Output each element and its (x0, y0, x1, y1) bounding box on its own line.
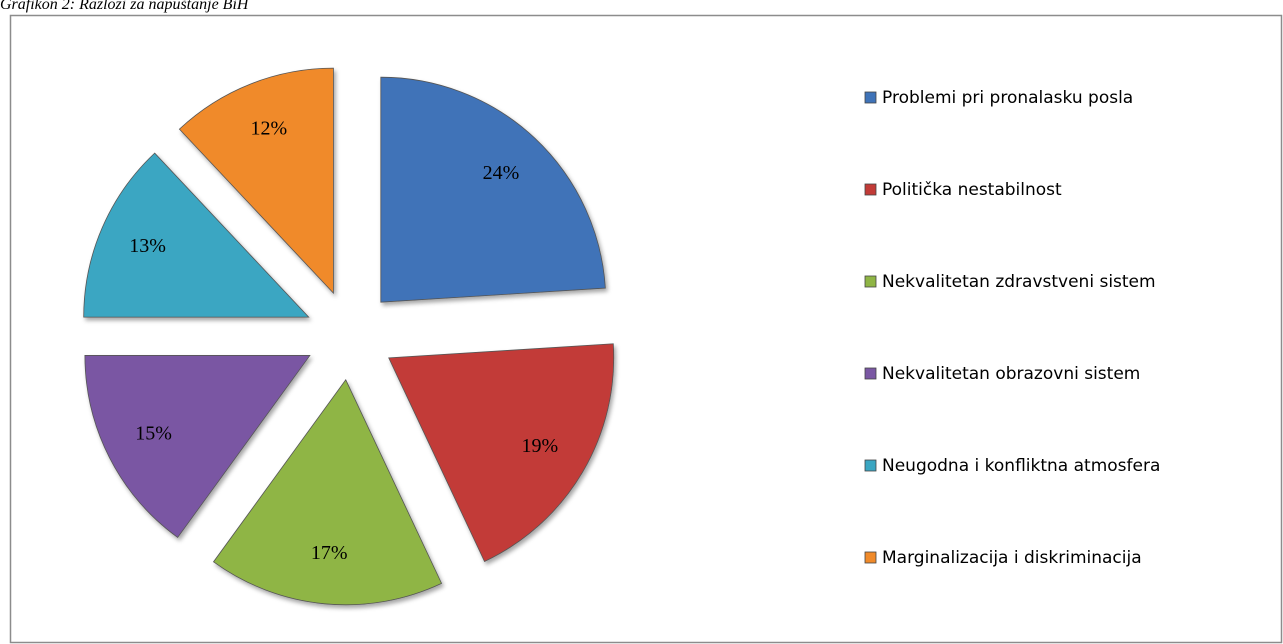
legend-label: Neugodna i konfliktna atmosfera (882, 456, 1160, 476)
data-label: 24% (483, 162, 520, 184)
legend-swatch (864, 551, 877, 564)
chart-frame (9, 14, 1283, 644)
pie-slice (388, 343, 615, 563)
legend-swatch (864, 275, 877, 288)
legend-label: Nekvalitetan obrazovni sistem (882, 364, 1140, 384)
data-label: 13% (129, 235, 166, 257)
pie-slice (84, 355, 311, 539)
legend-label: Politička nestabilnost (882, 180, 1062, 200)
legend-swatch (864, 367, 877, 380)
legend-label: Marginalizacija i diskriminacija (882, 548, 1142, 568)
pie-slice (380, 76, 606, 303)
data-label: 17% (311, 542, 348, 564)
legend-swatch (864, 183, 877, 196)
legend-swatch (864, 459, 877, 472)
data-label: 15% (135, 423, 172, 445)
legend-swatch (864, 91, 877, 104)
data-label: 12% (250, 118, 287, 140)
pie-slice (212, 379, 443, 606)
legend-label: Nekvalitetan zdravstveni sistem (882, 272, 1156, 292)
legend-label: Problemi pri pronalasku posla (882, 88, 1133, 108)
legend: Problemi pri pronalasku posla Politička n… (864, 88, 1160, 568)
pie: 24% 19% 17% 15% 13% 12% (83, 67, 615, 606)
pie-slice (178, 67, 334, 295)
data-label: 19% (521, 435, 558, 457)
pie-slice (83, 152, 310, 318)
chart-title: Grafikon 2: Razlozi za napuštanje BiH (0, 0, 250, 13)
